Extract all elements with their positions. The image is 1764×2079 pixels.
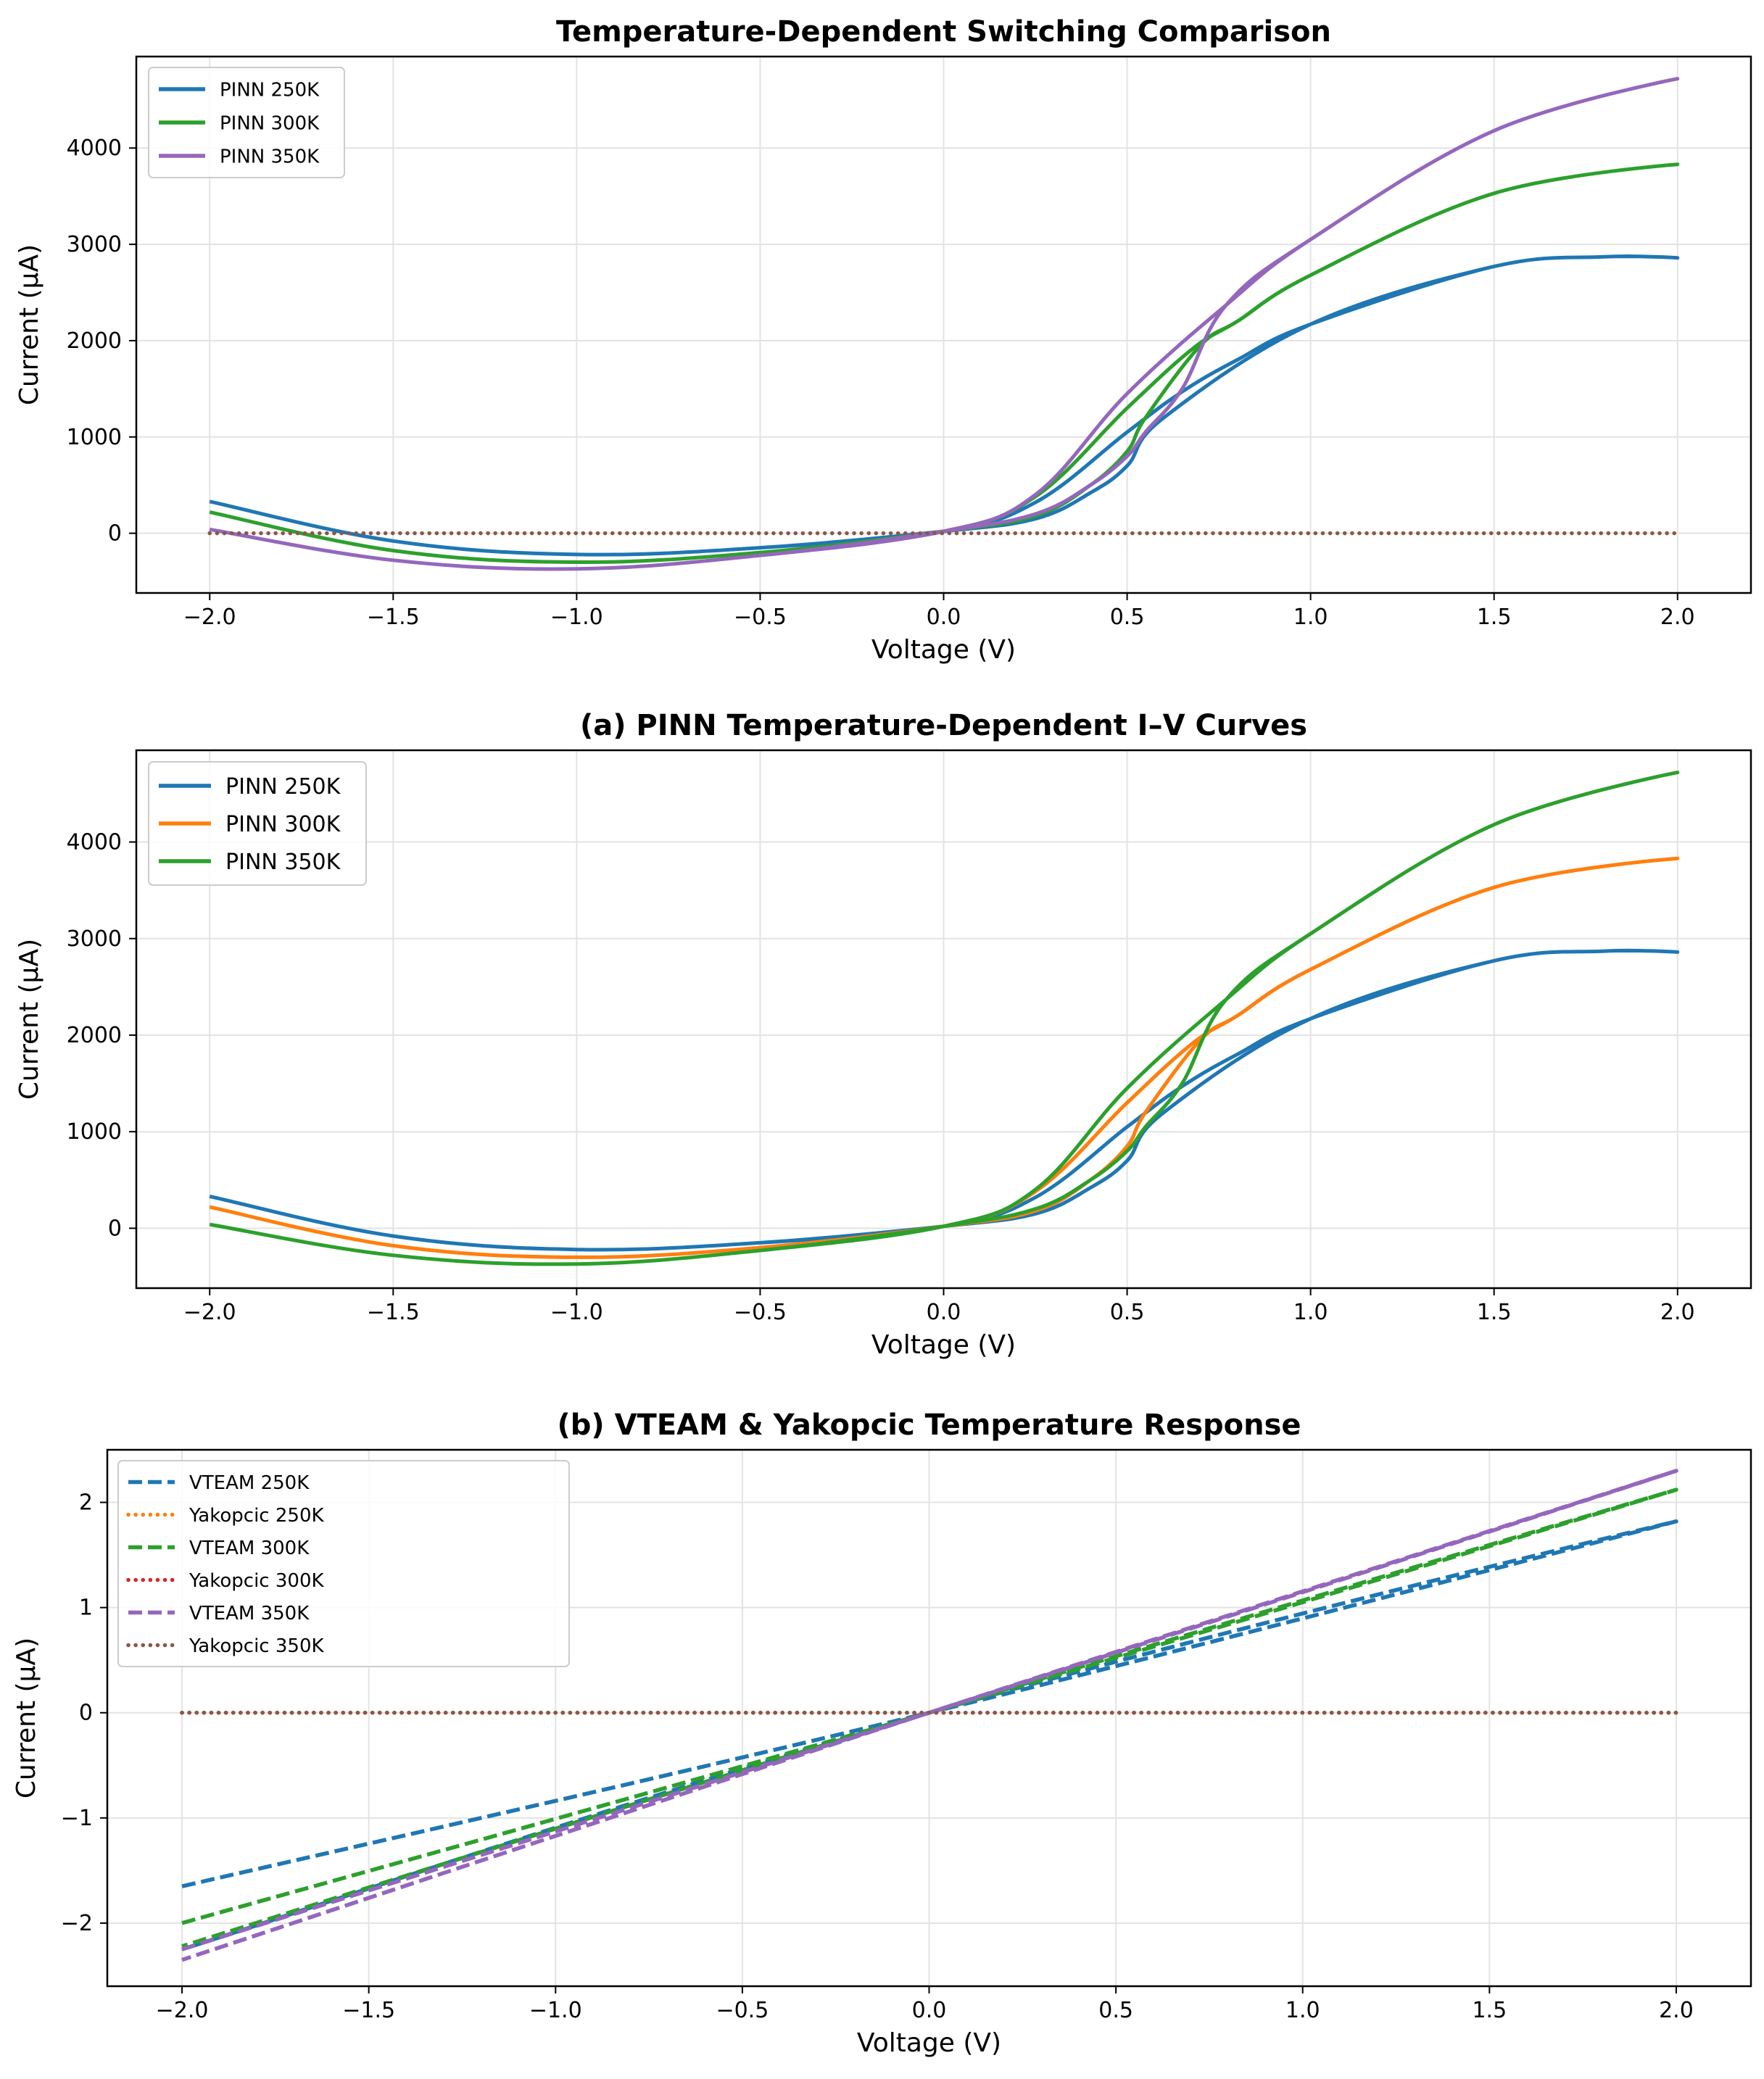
- legend-label: Yakopcic 350K: [189, 1635, 324, 1657]
- x-axis-label: Voltage (V): [871, 1330, 1016, 1360]
- y-tick-label: 1: [79, 1595, 93, 1621]
- legend: PINN 250K PINN 300K PINN 350K: [148, 761, 367, 886]
- series-line-vteam-250k: [181, 1519, 1678, 1951]
- chart-1: −2.0 −1.5 −1.0 −0.5 0.0 0.5 1.0 1.5 2.0 0 1000 2000…: [15, 15, 1752, 665]
- y-tick-label: 0: [79, 1701, 93, 1726]
- legend-label: PINN 300K: [220, 112, 320, 134]
- y-tick-label: 3000: [67, 926, 122, 952]
- chart-title: (b) VTEAM & Yakopcic Temperature Respons…: [557, 1408, 1301, 1442]
- x-tick-label: −1.0: [550, 605, 603, 630]
- legend-label: PINN 250K: [220, 79, 320, 101]
- x-tick-label: −1.0: [529, 1998, 582, 2023]
- x-tick-label: −1.5: [342, 1998, 395, 2023]
- y-tick-label: 3000: [67, 232, 122, 257]
- x-axis-label: Voltage (V): [857, 2028, 1001, 2058]
- x-tick-label: 1.0: [1293, 605, 1328, 630]
- legend-box: [148, 67, 345, 178]
- chart-3: −2.0 −1.5 −1.0 −0.5 0.0 0.5 1.0 1.5 2.0 −2 −1 0 1 2 (b…: [12, 1408, 1752, 2058]
- y-tick-label: 2000: [67, 1023, 122, 1048]
- legend-label: PINN 300K: [225, 812, 341, 837]
- x-tick-label: −0.5: [734, 605, 787, 630]
- chart-2: −2.0 −1.5 −1.0 −0.5 0.0 0.5 1.0 1.5 2.0 0 1000 2000…: [15, 709, 1752, 1360]
- x-tick-label: 1.0: [1285, 1998, 1320, 2023]
- x-tick-label: 0.5: [1110, 605, 1145, 630]
- x-tick-label: 0.5: [1110, 1300, 1145, 1325]
- x-tick-label: −2.0: [156, 1998, 209, 2023]
- x-tick-label: 2.0: [1660, 605, 1695, 630]
- legend-box: [148, 761, 367, 886]
- y-tick-label: 4000: [67, 830, 122, 855]
- x-tick-label: 1.5: [1477, 1300, 1512, 1325]
- legend-label: Yakopcic 250K: [189, 1505, 324, 1527]
- series-line-pinn-350k: [209, 771, 1680, 1266]
- x-tick-label: −1.5: [367, 605, 420, 630]
- x-tick-label: 0.0: [912, 1998, 947, 2023]
- series-line-pinn-250k: [209, 254, 1680, 557]
- y-tick-label: −1: [61, 1806, 93, 1831]
- y-tick-label: 1000: [67, 425, 122, 450]
- y-tick-label: 1000: [67, 1119, 122, 1145]
- series-group: [180, 1469, 1678, 1962]
- y-axis-label: Current (μA): [15, 244, 44, 405]
- legend-label: PINN 350K: [225, 850, 341, 875]
- x-tick-label: −0.5: [716, 1998, 769, 2023]
- series-group: [207, 77, 1680, 571]
- x-tick-label: 1.5: [1472, 1998, 1507, 2023]
- series-group: [209, 771, 1680, 1266]
- legend-label: VTEAM 250K: [189, 1472, 310, 1494]
- x-tick-label: −1.0: [550, 1300, 603, 1325]
- series-line-pinn-350k: [209, 77, 1680, 571]
- y-tick-label: 4000: [67, 136, 122, 161]
- x-tick-label: 0.0: [927, 1300, 961, 1325]
- x-tick-label: 0.5: [1098, 1998, 1133, 2023]
- y-tick-label: −2: [61, 1911, 93, 1936]
- x-tick-label: 2.0: [1660, 1300, 1695, 1325]
- x-tick-label: 1.0: [1293, 1300, 1328, 1325]
- x-tick-label: 0.0: [927, 605, 961, 630]
- legend-label: Yakopcic 300K: [189, 1570, 324, 1592]
- y-tick-label: 2: [79, 1490, 93, 1516]
- legend-label: VTEAM 300K: [189, 1538, 310, 1559]
- x-tick-label: −2.0: [183, 1300, 236, 1325]
- chart-title: (a) PINN Temperature-Dependent I–V Curve…: [580, 709, 1307, 742]
- series-line-pinn-250k: [209, 948, 1680, 1252]
- legend-label: VTEAM 350K: [189, 1603, 310, 1624]
- legend-label: PINN 250K: [225, 774, 341, 800]
- legend: PINN 250K PINN 300K PINN 350K: [148, 67, 345, 178]
- series-line-vteam-300k: [181, 1487, 1678, 1949]
- series-line-vteam-350k: [181, 1469, 1678, 1962]
- legend-box: [117, 1460, 570, 1667]
- legend: VTEAM 250K Yakopcic 250K VTEAM 300K Yakopci…: [117, 1460, 570, 1667]
- y-tick-label: 2000: [67, 328, 122, 354]
- y-tick-label: 0: [108, 1216, 122, 1241]
- x-tick-label: −1.5: [367, 1300, 420, 1325]
- x-axis-label: Voltage (V): [871, 635, 1016, 665]
- chart-title: Temperature-Dependent Switching Comparis…: [556, 15, 1331, 49]
- x-tick-label: −0.5: [734, 1300, 787, 1325]
- legend-label: PINN 350K: [220, 146, 320, 167]
- x-tick-label: 1.5: [1477, 605, 1512, 630]
- x-tick-label: −2.0: [183, 605, 236, 630]
- y-axis-label: Current (μA): [15, 939, 44, 1100]
- x-tick-label: 2.0: [1659, 1998, 1694, 2023]
- y-axis-label: Current (μA): [12, 1638, 41, 1798]
- y-tick-label: 0: [108, 521, 122, 547]
